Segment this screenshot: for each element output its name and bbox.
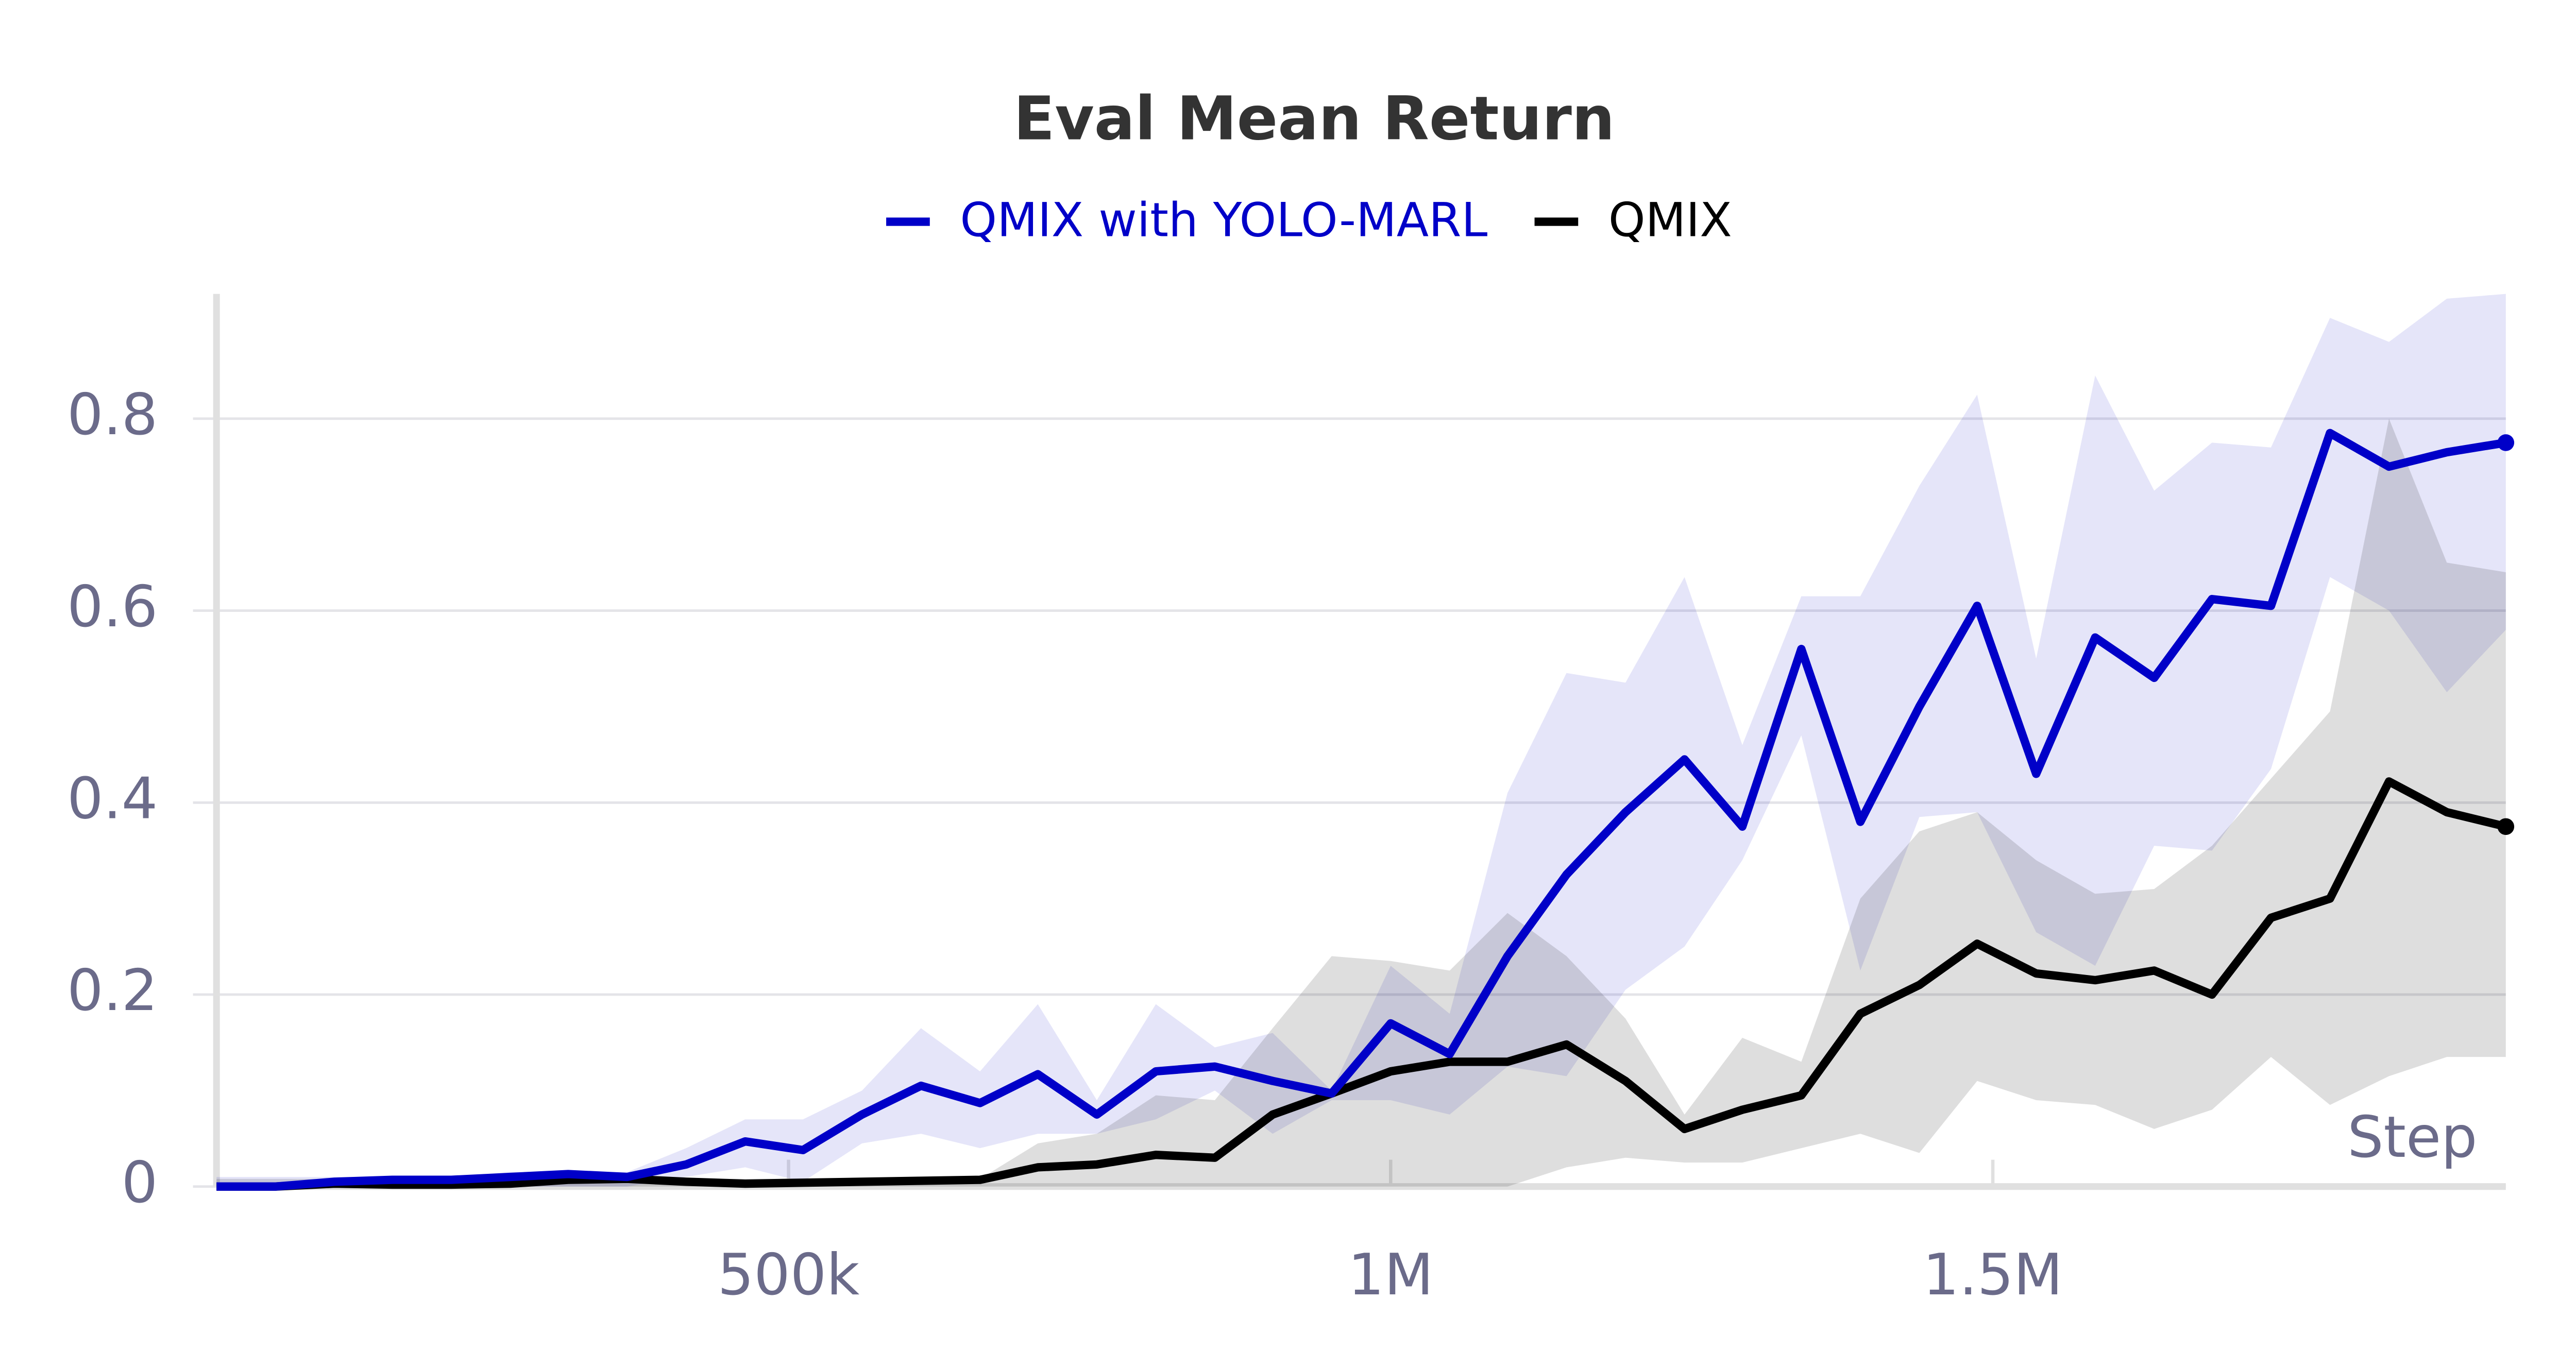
series-line — [216, 429, 2507, 1191]
end-point — [2497, 818, 2515, 835]
confidence-band — [216, 294, 2506, 1187]
legend-label: QMIX with YOLO-MARL — [960, 193, 1487, 248]
y-tick-label: 0 — [122, 1150, 158, 1216]
x-tick-label: 1.5M — [1923, 1242, 2063, 1308]
y-tick-label: 0.6 — [67, 574, 158, 640]
legend-label: QMIX — [1608, 193, 1732, 248]
y-tick-label: 0.8 — [67, 382, 158, 448]
x-tick-label: 500k — [718, 1242, 860, 1308]
y-tick-label: 0.2 — [67, 957, 158, 1024]
x-tick-label: 1M — [1348, 1242, 1433, 1308]
x-axis-label: Step — [2347, 1104, 2477, 1171]
end-point — [2497, 434, 2515, 451]
chart-title: Eval Mean Return — [1013, 83, 1615, 154]
legend: QMIX with YOLO-MARL QMIX — [886, 193, 1732, 248]
y-tick-label: 0.4 — [67, 766, 158, 832]
confidence-band — [216, 418, 2506, 1187]
